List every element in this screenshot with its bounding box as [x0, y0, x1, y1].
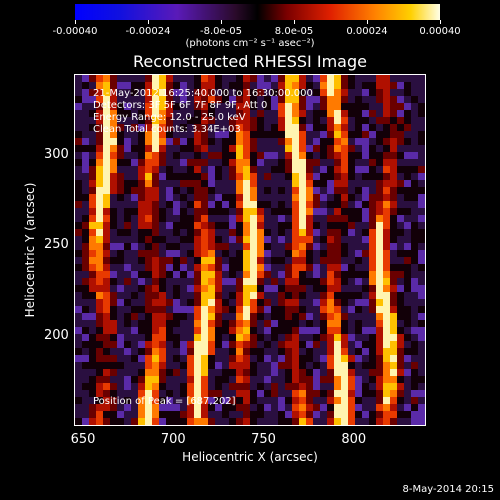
- info-energy-range: Energy Range: 12.0 - 25.0 keV: [93, 112, 246, 123]
- colorbar-tick-label: 8.0e-05: [274, 26, 314, 37]
- peak-position: Position of Peak = [687,202]: [93, 396, 236, 407]
- x-tick-label: 750: [251, 432, 276, 447]
- y-tick-label: 250: [44, 237, 69, 253]
- image-title: Reconstructed RHESSI Image: [133, 52, 367, 71]
- x-tick-label: 800: [341, 432, 367, 447]
- footer-date: 8-May-2014 20:15: [402, 484, 494, 495]
- colorbar-tick: [440, 20, 441, 24]
- y-tick-label: 300: [44, 147, 69, 163]
- x-axis-label: Heliocentric X (arcsec): [182, 450, 318, 464]
- y-tick-label: 200: [44, 327, 69, 343]
- info-time-range: 21-May-2012 16:25:40.000 to 16:30:00.000: [93, 88, 313, 99]
- colorbar-tick: [294, 20, 295, 24]
- colorbar-tick-label: -0.00024: [125, 26, 171, 37]
- heatmap-image: [75, 75, 425, 425]
- colorbar-tick: [367, 20, 368, 24]
- y-axis-label: Heliocentric Y (arcsec): [23, 182, 37, 318]
- colorbar-unit-label: (photons cm⁻² s⁻¹ asec⁻²): [185, 38, 315, 49]
- x-tick-label: 700: [160, 432, 186, 447]
- colorbar-tick-label: 0.00024: [346, 26, 388, 37]
- colorbar-tick-label: -0.00040: [52, 26, 98, 37]
- colorbar-tick-label: -8.0e-05: [200, 26, 242, 37]
- colorbar-tick: [148, 20, 149, 24]
- image-plot: [74, 74, 426, 426]
- colorbar-tick-label: 0.00040: [419, 26, 461, 37]
- x-tick-label: 650: [70, 432, 96, 447]
- info-clean-counts: Clean Total counts: 3.34E+03: [93, 124, 241, 135]
- colorbar: [75, 4, 440, 20]
- colorbar-tick: [221, 20, 222, 24]
- info-detectors: Detectors: 3F 5F 6F 7F 8F 9F, Att 0: [93, 100, 268, 111]
- colorbar-tick: [75, 20, 76, 24]
